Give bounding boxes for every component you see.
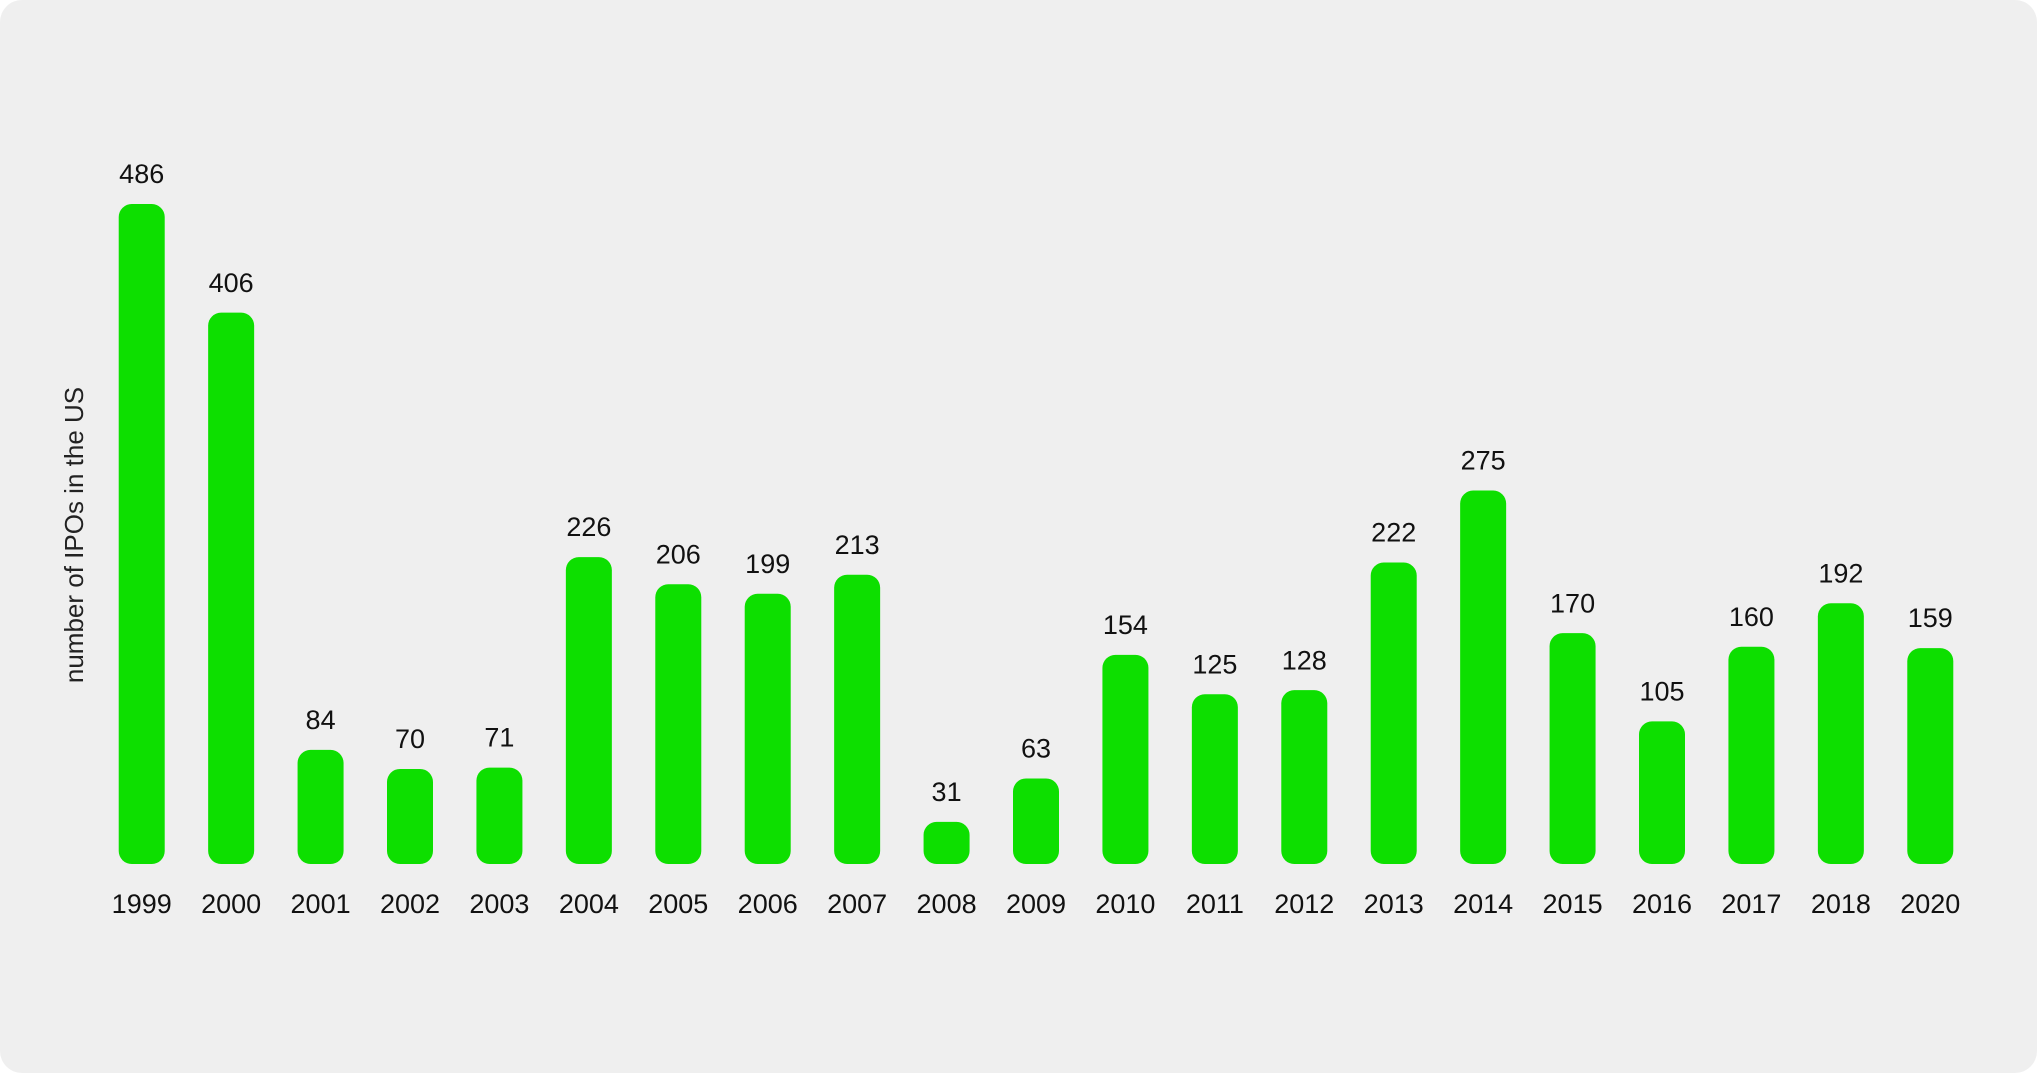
value-label: 159 — [1908, 603, 1953, 633]
x-tick-label: 2020 — [1900, 889, 1960, 919]
bar — [476, 767, 523, 864]
value-label: 31 — [932, 777, 962, 807]
value-label: 70 — [395, 724, 425, 754]
bar — [208, 312, 255, 865]
value-label: 199 — [745, 549, 790, 579]
bar — [387, 768, 433, 864]
x-tick-label: 2015 — [1543, 889, 1603, 919]
bar — [297, 749, 344, 864]
x-tick-label: 2006 — [738, 889, 798, 919]
y-axis-label: number of IPOs in the US — [59, 387, 89, 683]
x-tick-label: 2008 — [917, 889, 977, 919]
value-label: 160 — [1729, 602, 1774, 632]
x-tick-label: 2014 — [1453, 889, 1513, 919]
bar — [655, 584, 702, 864]
bar — [565, 557, 612, 864]
bar — [1817, 603, 1864, 864]
value-label: 192 — [1818, 558, 1863, 588]
bar — [1907, 648, 1954, 864]
bar — [1370, 562, 1417, 864]
value-label: 63 — [1021, 734, 1051, 764]
bar — [834, 574, 881, 864]
bar — [1191, 694, 1238, 864]
bar — [1639, 721, 1685, 864]
x-tick-label: 2004 — [559, 889, 619, 919]
x-tick-label: 2007 — [827, 889, 887, 919]
x-tick-label: 2002 — [380, 889, 440, 919]
value-label: 128 — [1282, 645, 1327, 675]
bar — [1281, 690, 1328, 864]
x-tick-label: 2012 — [1274, 889, 1334, 919]
x-tick-label: 2010 — [1095, 889, 1155, 919]
bar — [923, 821, 970, 864]
x-tick-label: 2003 — [469, 889, 529, 919]
x-tick-label: 2000 — [201, 889, 261, 919]
value-label: 226 — [566, 512, 611, 542]
x-tick-label: 2016 — [1632, 889, 1692, 919]
bar — [744, 593, 791, 864]
value-label: 275 — [1461, 446, 1506, 476]
x-tick-label: 1999 — [112, 889, 172, 919]
value-label: 125 — [1192, 649, 1237, 679]
x-tick-label: 2017 — [1721, 889, 1781, 919]
bar — [1460, 490, 1507, 864]
x-tick-label: 2013 — [1364, 889, 1424, 919]
value-label: 170 — [1550, 588, 1595, 618]
bar — [1549, 633, 1596, 864]
value-label: 213 — [835, 530, 880, 560]
value-label: 71 — [484, 723, 514, 753]
bar — [1013, 778, 1059, 864]
value-label: 222 — [1371, 518, 1416, 548]
value-label: 406 — [209, 268, 254, 298]
x-tick-label: 2011 — [1186, 889, 1244, 919]
value-label: 105 — [1639, 677, 1684, 707]
x-tick-label: 2018 — [1811, 889, 1871, 919]
value-label: 486 — [119, 159, 164, 189]
value-label: 84 — [306, 705, 336, 735]
value-label: 206 — [656, 539, 701, 569]
value-label: 154 — [1103, 610, 1148, 640]
bar — [118, 204, 165, 865]
x-tick-label: 2009 — [1006, 889, 1066, 919]
x-tick-label: 2001 — [291, 889, 351, 919]
bar — [1102, 654, 1149, 864]
bar — [1728, 646, 1775, 864]
x-tick-label: 2005 — [648, 889, 708, 919]
